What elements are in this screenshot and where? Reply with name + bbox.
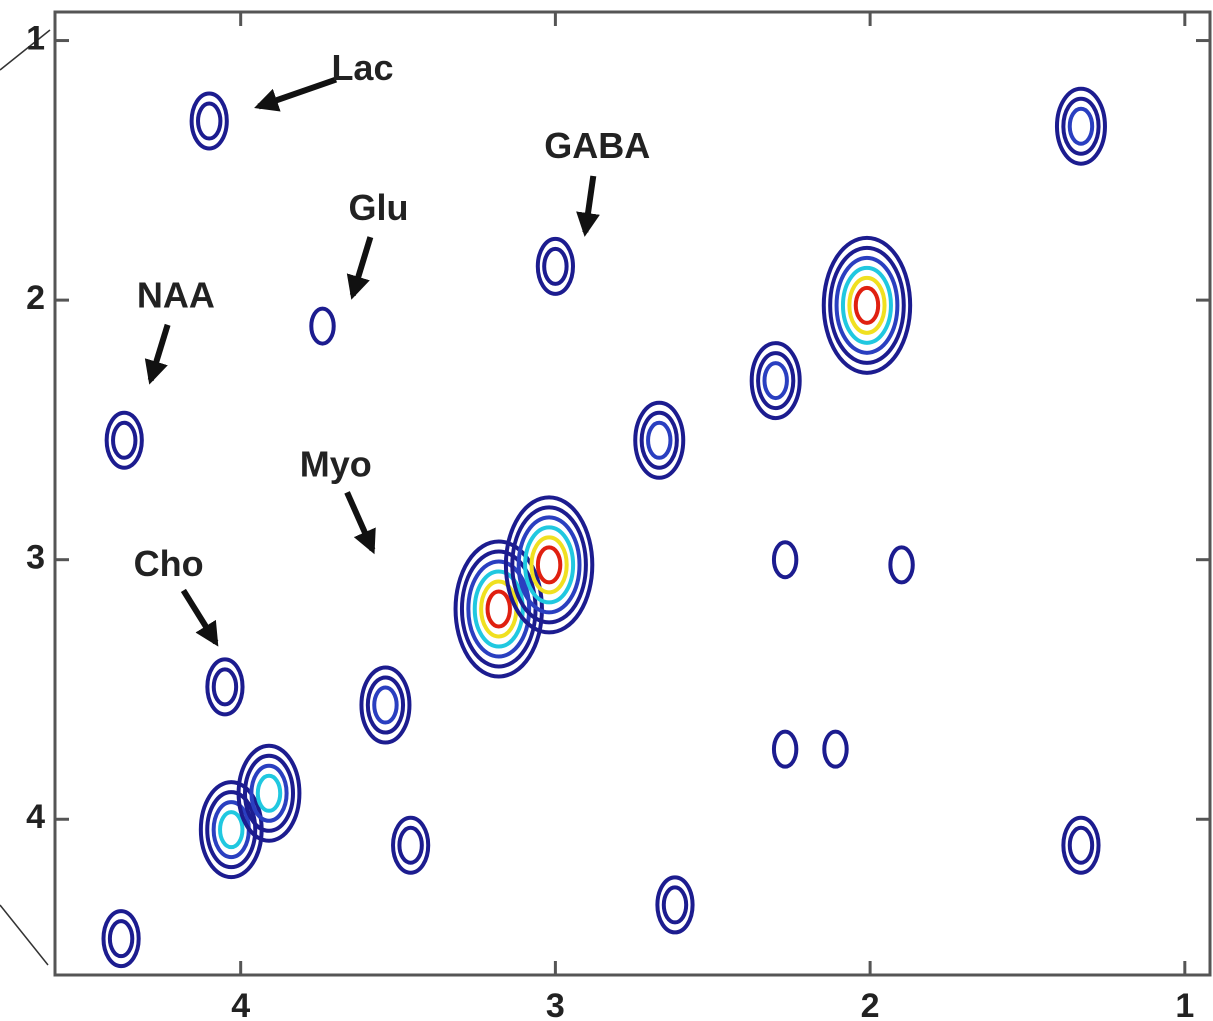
- contour-ring: [397, 825, 424, 865]
- contour-ring: [1061, 815, 1101, 875]
- contour-ring: [847, 275, 887, 335]
- zoom-line: [0, 29, 51, 71]
- annotation-arrow: [254, 76, 338, 112]
- contour-ring: [749, 341, 802, 421]
- contour-ring: [107, 919, 135, 959]
- contour-ring: [542, 246, 569, 286]
- annotation-label: NAA: [137, 275, 215, 316]
- contour-ring: [771, 729, 799, 769]
- y-tick-label: 4: [26, 798, 45, 836]
- x-tick-label: 1: [1175, 987, 1194, 1021]
- contour-ring: [485, 589, 512, 629]
- contour-ring: [834, 255, 900, 355]
- contour-ring: [218, 810, 245, 850]
- contour-ring: [236, 743, 302, 843]
- annotation-arrow: [346, 236, 374, 300]
- contour-ring: [466, 559, 532, 659]
- contour-ring: [828, 245, 906, 365]
- contour-ring: [255, 773, 283, 813]
- annotation-label: Cho: [134, 543, 204, 584]
- contour-ring: [359, 665, 412, 745]
- x-tick-label: 3: [546, 987, 565, 1021]
- plot-frame: [53, 10, 1212, 977]
- contour-ring: [1067, 106, 1095, 146]
- annotation-arrow: [180, 588, 219, 647]
- contour-ring: [516, 515, 582, 615]
- contour-ring: [821, 235, 913, 375]
- contour-ring: [529, 535, 569, 595]
- contour-ring: [888, 545, 915, 585]
- annotation-arrow: [576, 175, 600, 237]
- annotation-label: GABA: [544, 125, 650, 166]
- contour-ring: [1067, 825, 1095, 865]
- contour-ring: [523, 525, 576, 605]
- contour-ring: [655, 875, 695, 935]
- zoom-line: [0, 904, 49, 966]
- annotation-arrow: [344, 491, 376, 555]
- contour-ring: [1061, 96, 1101, 156]
- contour-ring: [309, 306, 336, 346]
- contour-ring: [101, 909, 141, 969]
- contour-ring: [205, 790, 258, 870]
- contour-ring: [372, 685, 399, 725]
- contour-ring: [840, 265, 893, 345]
- contour-ring: [853, 285, 881, 325]
- contour-ring: [365, 675, 406, 735]
- annotation-label: Lac: [331, 47, 393, 88]
- contour-ring: [762, 361, 789, 401]
- contour-ring: [535, 236, 575, 296]
- contour-ring: [756, 351, 796, 411]
- contour-ring: [196, 101, 223, 141]
- contour-ring: [633, 400, 686, 480]
- x-tick-label: 4: [231, 987, 250, 1021]
- annotation-label: Glu: [349, 187, 409, 228]
- contour-ring: [111, 420, 138, 460]
- contour-ring: [391, 815, 431, 875]
- contour-ring: [189, 91, 229, 151]
- contour-ring: [243, 753, 296, 833]
- contour-ring: [510, 505, 588, 625]
- y-tick-label: 3: [26, 539, 45, 577]
- contour-ring: [661, 885, 689, 925]
- x-tick-label: 2: [861, 987, 880, 1021]
- contour-ring: [771, 540, 799, 580]
- contour-ring: [646, 420, 673, 460]
- contour-ring: [822, 729, 849, 769]
- contour-ring: [472, 569, 525, 649]
- contour-ring: [1054, 86, 1107, 166]
- contour-ring: [249, 763, 289, 823]
- annotation-arrow: [144, 323, 171, 385]
- contour-ring: [211, 667, 239, 707]
- contour-ring: [104, 410, 144, 470]
- contour-ring: [639, 410, 679, 470]
- y-tick-label: 2: [26, 279, 45, 317]
- annotation-label: Myo: [300, 443, 372, 484]
- y-tick-label: 1: [26, 20, 45, 58]
- contour-ring: [535, 545, 563, 585]
- contour-ring: [205, 657, 245, 717]
- contour-ring: [503, 495, 595, 635]
